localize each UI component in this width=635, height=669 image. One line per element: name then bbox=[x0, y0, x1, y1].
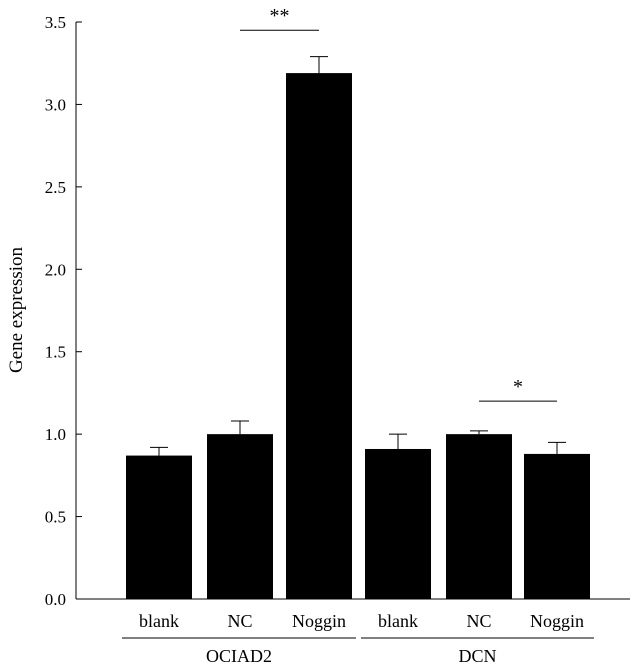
group-labels: OCIAD2 DCN bbox=[122, 637, 594, 666]
y-tick-label: 3.0 bbox=[45, 95, 66, 114]
category-label: blank bbox=[139, 611, 179, 631]
category-label: Noggin bbox=[292, 611, 346, 631]
category-label: NC bbox=[466, 611, 491, 631]
y-tick-label: 2.0 bbox=[45, 260, 66, 279]
y-tick-label: 2.5 bbox=[45, 178, 66, 197]
group-label: OCIAD2 bbox=[206, 646, 272, 666]
group-label: DCN bbox=[458, 646, 496, 666]
bar bbox=[286, 73, 352, 599]
error-bars bbox=[150, 56, 566, 456]
significance-markers: *** bbox=[240, 5, 557, 402]
bar bbox=[446, 434, 512, 599]
significance-label: * bbox=[513, 376, 523, 398]
y-axis-label: Gene expression bbox=[6, 246, 27, 373]
bar bbox=[126, 455, 192, 599]
y-tick-label: 1.0 bbox=[45, 425, 66, 444]
bars bbox=[126, 73, 590, 599]
y-ticks: 0.0 0.5 1.0 1.5 2.0 2.5 3.0 3.5 bbox=[45, 13, 82, 609]
category-label: blank bbox=[378, 611, 418, 631]
bar bbox=[365, 448, 431, 599]
category-labels: blank NC Noggin blank NC Noggin bbox=[139, 611, 584, 631]
category-label: Noggin bbox=[530, 611, 584, 631]
y-tick-label: 3.5 bbox=[45, 13, 66, 32]
y-tick-label: 0.0 bbox=[45, 590, 66, 609]
significance-label: ** bbox=[270, 5, 290, 27]
y-tick-label: 0.5 bbox=[45, 508, 66, 527]
category-label: NC bbox=[227, 611, 252, 631]
y-tick-label: 1.5 bbox=[45, 343, 66, 362]
bar bbox=[524, 453, 590, 599]
bar bbox=[207, 434, 273, 599]
